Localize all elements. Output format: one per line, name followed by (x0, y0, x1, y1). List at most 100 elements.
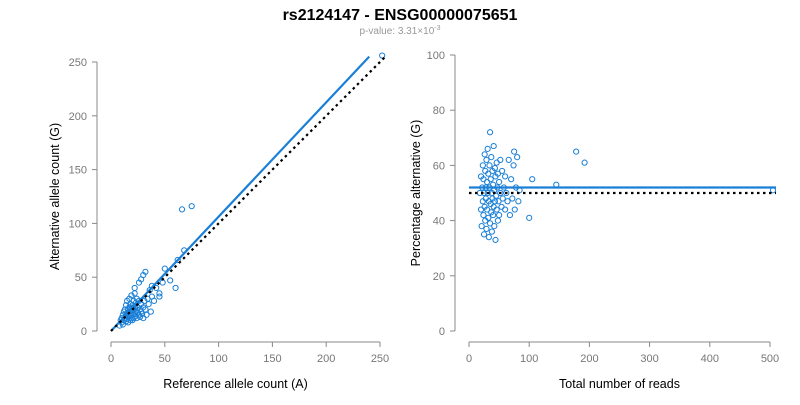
left-x-tick-label: 0 (108, 353, 114, 365)
figure-title: rs2124147 - ENSG00000075651 (283, 7, 518, 24)
right-data-point (488, 228, 495, 235)
right-data-point (510, 162, 517, 169)
left-data-point (139, 310, 146, 317)
right-data-point (488, 154, 495, 161)
right-data-point (485, 170, 492, 177)
left-x-tick-label: 150 (263, 353, 281, 365)
right-data-point (511, 206, 518, 213)
right-data-point (483, 206, 491, 213)
left-data-point (150, 297, 158, 304)
left-data-point (172, 284, 179, 292)
left-data-point (167, 277, 174, 284)
left-data-point (156, 290, 163, 297)
right-data-point (480, 211, 487, 219)
left-data-point (145, 301, 152, 308)
percentage-alternative-scatter-panel: 0 100 200 300 400 500 0 20 40 60 80 100 Total number… (409, 50, 779, 391)
left-x-tick-label: 200 (317, 353, 335, 365)
left-data-point (188, 203, 195, 210)
right-data-point (490, 142, 497, 150)
left-data-point (147, 308, 154, 315)
left-x-tick-label: 50 (159, 353, 171, 365)
right-data-point (492, 236, 499, 244)
left-x-tick-label: 100 (209, 353, 227, 365)
right-data-point (487, 176, 494, 183)
right-data-point (504, 198, 511, 205)
right-data-point (492, 192, 500, 199)
right-data-point (497, 156, 504, 163)
right-data-point (491, 198, 498, 205)
allele-count-scatter-panel: 0 50 100 150 200 250 0 50 100 150 200 250 Reference … (48, 52, 389, 391)
left-y-tick-label: 0 (81, 326, 87, 338)
right-data-point (526, 214, 533, 221)
right-data-point (509, 195, 516, 202)
right-data-point (499, 195, 506, 202)
right-data-point (484, 189, 491, 197)
right-x-tick-label: 100 (520, 353, 538, 365)
left-reference-line (110, 55, 387, 332)
right-y-axis-label: Percentage alternative (G) (409, 120, 423, 267)
right-y-tick-label: 40 (433, 216, 445, 228)
left-x-axis-label: Reference allele count (A) (163, 377, 308, 391)
left-data-point (131, 284, 138, 292)
right-data-point (477, 206, 485, 213)
right-data-point (496, 178, 503, 186)
right-data-point (581, 159, 588, 166)
right-data-point (480, 231, 488, 238)
right-x-axis-label: Total number of reads (559, 377, 680, 391)
right-data-point (489, 211, 497, 219)
right-y-tick-label: 80 (433, 105, 445, 117)
right-x-tick-label: 500 (761, 353, 779, 365)
right-y-tick-label: 100 (427, 50, 445, 62)
left-y-axis-label: Alternative allele count (G) (48, 123, 62, 270)
right-data-point (495, 198, 502, 205)
right-data-point (514, 154, 521, 161)
right-data-point (511, 148, 518, 155)
right-data-point (486, 129, 494, 136)
right-data-point (502, 173, 509, 180)
right-data-point (484, 145, 491, 152)
right-data-point (505, 156, 512, 163)
left-data-point (178, 206, 186, 213)
right-data-point (491, 223, 498, 230)
pvalue-text: p-value: 3.31×10 (359, 26, 434, 37)
left-data-point (135, 279, 143, 286)
right-data-point (503, 189, 510, 197)
right-x-tick-label: 200 (580, 353, 598, 365)
left-data-point (142, 268, 149, 275)
pvalue-subtitle: p-value: 3.31×10-3 (359, 25, 440, 37)
right-x-tick-label: 300 (640, 353, 658, 365)
pvalue-exponent: -3 (434, 25, 440, 32)
right-y-tick-label: 60 (433, 160, 445, 172)
left-data-point (140, 314, 147, 322)
right-data-point (485, 234, 492, 241)
right-data-point (486, 220, 494, 227)
right-data-point (479, 162, 486, 169)
left-y-tick-label: 150 (69, 165, 87, 177)
right-y-tick-label: 0 (439, 326, 445, 338)
left-data-point (156, 293, 163, 300)
right-data-point (493, 206, 500, 213)
right-data-point (497, 189, 504, 197)
right-data-point (478, 223, 485, 230)
right-x-tick-label: 0 (466, 353, 472, 365)
left-data-point (161, 265, 168, 272)
left-data-point (143, 311, 150, 318)
right-data-point (496, 211, 503, 219)
right-data-point (498, 203, 505, 210)
right-x-tick-label: 400 (701, 353, 719, 365)
right-data-point (491, 165, 498, 172)
left-x-tick-label: 250 (371, 353, 389, 365)
right-data-point (483, 225, 490, 232)
right-data-point (485, 214, 492, 221)
left-data-point (174, 256, 181, 264)
right-data-point (486, 162, 493, 169)
right-data-point (494, 217, 501, 224)
right-data-point (483, 178, 491, 186)
right-data-point (481, 151, 488, 158)
right-data-point (499, 167, 506, 175)
left-y-tick-label: 50 (75, 272, 87, 284)
right-data-point (515, 198, 522, 205)
right-data-point (508, 176, 515, 183)
